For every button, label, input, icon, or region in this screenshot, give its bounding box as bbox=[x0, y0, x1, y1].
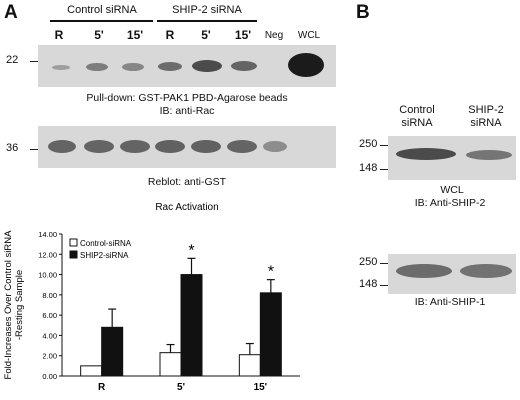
blot-band bbox=[192, 60, 222, 72]
ship1-blot bbox=[388, 254, 516, 294]
b-ship2-label-line1: SHIP-2 bbox=[468, 104, 504, 116]
reblot-caption: Reblot: anti-GST bbox=[147, 176, 227, 188]
blot-band bbox=[158, 62, 182, 71]
lane-label: 15' bbox=[126, 28, 144, 42]
b-control-label-line2: siRNA bbox=[401, 117, 433, 129]
blot-band bbox=[460, 264, 512, 278]
ship2-sirna-header: SHIP-2 siRNA bbox=[172, 4, 242, 16]
mw-tick bbox=[30, 149, 38, 150]
bar-ship2 bbox=[259, 292, 282, 377]
mw-tick bbox=[380, 285, 388, 286]
y-tick-label: 10.00 bbox=[38, 271, 57, 280]
ib-rac-caption: IB: anti-Rac bbox=[159, 105, 215, 117]
mw-marker-36: 36 bbox=[6, 142, 19, 154]
legend-swatch bbox=[69, 250, 78, 259]
b-mw-148: 148 bbox=[359, 162, 378, 174]
b-mw-250-lower: 250 bbox=[359, 256, 378, 268]
blot-band bbox=[122, 63, 144, 71]
pulldown-caption: Pull-down: GST-PAK1 PBD-Agarose beads bbox=[86, 92, 288, 104]
lane-label: WCL bbox=[297, 30, 321, 41]
blot-band bbox=[84, 140, 114, 153]
x-tick-label: 5' bbox=[177, 382, 185, 393]
blot-band bbox=[288, 53, 324, 77]
y-tick-label: 2.00 bbox=[42, 352, 57, 361]
blot-band bbox=[120, 140, 150, 153]
significance-asterisk: * bbox=[188, 242, 194, 259]
panel-b-letter: B bbox=[356, 2, 370, 23]
lane-label: Neg bbox=[264, 30, 284, 41]
bar-ship2 bbox=[180, 274, 203, 377]
mw-tick bbox=[30, 61, 38, 62]
mw-tick bbox=[380, 145, 388, 146]
gst-reblot bbox=[38, 126, 336, 168]
y-tick-label: 12.00 bbox=[38, 250, 57, 259]
bar-ship2 bbox=[101, 326, 124, 377]
ship2-sirna-bracket bbox=[157, 20, 257, 22]
blot-band bbox=[48, 140, 76, 153]
lane-label: R bbox=[165, 28, 175, 42]
significance-asterisk: * bbox=[268, 264, 274, 281]
rac-pulldown-blot bbox=[38, 45, 336, 87]
y-tick-label: 4.00 bbox=[42, 331, 57, 340]
legend-swatch bbox=[69, 238, 78, 247]
b-ib-ship2-caption: IB: Anti-SHIP-2 bbox=[414, 197, 486, 209]
bar-control bbox=[238, 354, 261, 377]
rac-activation-chart: Rac Activation Fold-Increases Over Contro… bbox=[3, 202, 300, 393]
x-tick-label: 15' bbox=[254, 382, 268, 393]
y-tick-label: 0.00 bbox=[42, 372, 57, 381]
lane-label: 5' bbox=[201, 28, 211, 42]
lane-label: 5' bbox=[94, 28, 104, 42]
lane-label: R bbox=[54, 28, 64, 42]
blot-band bbox=[263, 141, 287, 152]
b-ib-ship1-caption: IB: Anti-SHIP-1 bbox=[414, 296, 486, 308]
y-tick-label: 14.00 bbox=[38, 230, 57, 239]
x-tick-label: R bbox=[98, 382, 106, 393]
b-mw-148-lower: 148 bbox=[359, 278, 378, 290]
blot-band bbox=[52, 65, 70, 70]
control-sirna-header: Control siRNA bbox=[67, 4, 137, 16]
control-sirna-bracket bbox=[50, 20, 153, 22]
blot-band bbox=[396, 148, 456, 160]
b-mw-250: 250 bbox=[359, 138, 378, 150]
blot-band bbox=[86, 63, 108, 71]
y-tick-label: 6.00 bbox=[42, 311, 57, 320]
blot-band bbox=[231, 61, 257, 71]
lane-label: 15' bbox=[234, 28, 252, 42]
bar-control bbox=[159, 352, 182, 377]
blot-band bbox=[191, 140, 221, 153]
b-control-label-line1: Control bbox=[399, 104, 435, 116]
panel-a-letter: A bbox=[4, 2, 18, 23]
blot-band bbox=[466, 150, 512, 160]
legend-label: SHIP2-siRNA bbox=[80, 251, 129, 260]
bar-control bbox=[80, 365, 103, 377]
chart-title: Rac Activation bbox=[155, 202, 218, 213]
blot-band bbox=[155, 140, 185, 153]
blot-band bbox=[396, 264, 452, 278]
mw-marker-22: 22 bbox=[6, 54, 19, 66]
legend-label: Control-siRNA bbox=[80, 239, 132, 248]
mw-tick bbox=[380, 169, 388, 170]
b-ship2-label-line2: siRNA bbox=[470, 117, 502, 129]
mw-tick bbox=[380, 263, 388, 264]
blot-band bbox=[227, 140, 257, 153]
y-axis-label: Fold-Increases Over Control siRNA-Restin… bbox=[3, 230, 25, 380]
y-tick-label: 8.00 bbox=[42, 291, 57, 300]
b-wcl-caption: WCL bbox=[440, 184, 464, 196]
ship2-wcl-blot bbox=[388, 136, 516, 180]
